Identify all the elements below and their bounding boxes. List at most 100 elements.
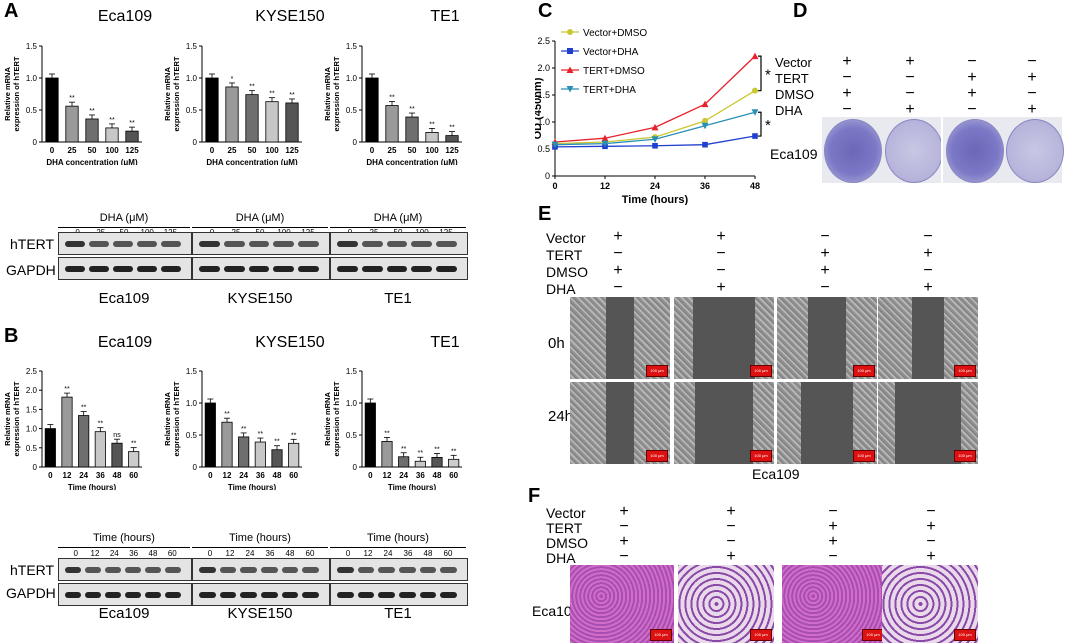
legend-label: TERT+DHA: [583, 85, 636, 96]
significance-label: **: [274, 439, 280, 446]
data-point: [701, 100, 709, 108]
treatment-sign: −: [613, 245, 623, 262]
treatment-sign: +: [820, 245, 830, 262]
significance-label: **: [289, 92, 295, 99]
blot-strip: [192, 558, 330, 581]
bar: [445, 135, 459, 143]
wound-image: 100 μm: [570, 297, 670, 379]
significance-label: **: [109, 117, 115, 124]
y-tick-label: 1.5: [346, 42, 358, 51]
blot-band: [386, 241, 408, 247]
y-axis-label-line: Relative mRNA: [3, 67, 12, 121]
blot-header: Time (hours): [367, 532, 429, 544]
treatment-sign: −: [1027, 85, 1037, 102]
y-tick-label: 1.5: [186, 42, 198, 51]
treatment-sign: +: [905, 53, 915, 70]
treatment-row-label: DMSO: [546, 535, 588, 551]
y-axis-label: Relative mRNAexpression of hTERT: [3, 56, 21, 131]
x-tick-label: 125: [285, 146, 299, 155]
blot-band: [137, 241, 157, 247]
colony-plate: [1006, 119, 1064, 183]
significance-label: **: [401, 446, 407, 453]
transwell-image: 100 μm: [570, 565, 674, 643]
data-point: [702, 117, 708, 124]
wound-image: 100 μm: [878, 382, 978, 464]
treatment-sign: −: [842, 69, 852, 86]
treatment-sign: +: [613, 262, 623, 279]
significance-label: **: [129, 120, 135, 127]
treatment-row-label: TERT: [546, 520, 583, 536]
legend-marker: [567, 29, 573, 35]
bar: [204, 402, 216, 468]
blot-band: [386, 266, 408, 272]
significance-label: **: [249, 84, 255, 91]
data-point: [652, 142, 658, 149]
blot-strip: [58, 583, 192, 606]
scale-bar: 100 μm: [954, 365, 976, 377]
blot-header: Time (hours): [229, 532, 291, 544]
blot-band: [223, 266, 245, 272]
blot-band: [302, 567, 319, 573]
significance-label: **: [131, 441, 137, 448]
blot-lane-label: 24: [109, 549, 119, 558]
blot-header-line: [192, 227, 328, 228]
blot-strip: [330, 232, 468, 255]
panel-letter-e: E: [538, 203, 552, 225]
data-point: [702, 141, 708, 148]
blot-header-line: [330, 227, 466, 228]
treatment-row-label: DMSO: [775, 87, 814, 102]
data-point: [651, 136, 659, 143]
significance-label: **: [451, 448, 457, 455]
y-tick-label: 0.5: [537, 144, 550, 154]
x-tick-label: 50: [248, 146, 257, 155]
blot-header: Time (hours): [93, 532, 155, 544]
x-tick-label: 100: [425, 146, 439, 155]
treatment-sign: −: [828, 548, 838, 565]
blot-band: [440, 592, 457, 598]
bar-chart: Relative mRNAexpression of hTERT 0 0.5 1.0 1…: [3, 42, 142, 165]
x-tick-label: 50: [88, 146, 97, 155]
y-tick-label: 1.5: [537, 90, 550, 100]
blot-band: [248, 266, 270, 272]
blot-header-line: [58, 227, 190, 228]
y-tick-label: 0.5: [186, 431, 198, 440]
bar: [128, 451, 140, 468]
wound-image: 100 μm: [570, 382, 670, 464]
wound-gap: [912, 297, 944, 379]
blot-band: [261, 567, 278, 573]
blot-strip: [58, 257, 192, 280]
blot-band: [436, 266, 457, 272]
blot-band: [223, 241, 245, 247]
x-tick-label: 36: [96, 471, 105, 480]
data-point: [601, 140, 609, 148]
blot-strip: [330, 257, 468, 280]
bar: [205, 77, 219, 143]
blot-strip: [330, 583, 468, 606]
blot-band: [89, 266, 109, 272]
data-point: [752, 133, 758, 139]
x-tick-label: 12: [223, 471, 232, 480]
blot-band: [337, 567, 354, 573]
blot-band: [105, 592, 121, 598]
treatment-row-label: DHA: [775, 103, 803, 118]
blot-lane-label: 12: [363, 549, 373, 558]
x-tick-label: 24: [650, 181, 660, 191]
significance-label: **: [89, 108, 95, 115]
treatment-sign: +: [619, 533, 629, 550]
blot-strip: [58, 558, 192, 581]
wound-gap: [606, 297, 634, 379]
significance-label: **: [224, 411, 230, 418]
treatment-sign: +: [1027, 69, 1037, 86]
x-tick-label: 0: [210, 146, 215, 155]
blot-lane-label: 0: [73, 549, 78, 558]
bar: [245, 94, 259, 143]
data-point: [601, 134, 609, 142]
wound-gap: [695, 382, 753, 464]
treatment-sign: +: [923, 245, 933, 262]
blot-band: [165, 567, 181, 573]
blot-band: [261, 592, 278, 598]
wound-image: 100 μm: [674, 382, 774, 464]
treatment-sign: −: [716, 262, 726, 279]
treatment-sign: −: [726, 518, 736, 535]
bar: [365, 77, 379, 143]
